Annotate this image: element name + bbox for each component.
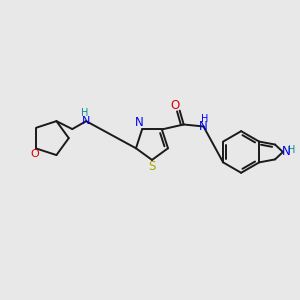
Text: N: N	[199, 120, 208, 133]
Text: H: H	[201, 113, 208, 124]
Text: O: O	[30, 148, 39, 158]
Text: N: N	[281, 146, 290, 158]
Text: N: N	[82, 116, 90, 126]
Text: H: H	[288, 145, 296, 155]
Text: N: N	[135, 116, 143, 129]
Text: S: S	[148, 160, 156, 173]
Text: O: O	[170, 99, 179, 112]
Text: H: H	[82, 108, 89, 118]
